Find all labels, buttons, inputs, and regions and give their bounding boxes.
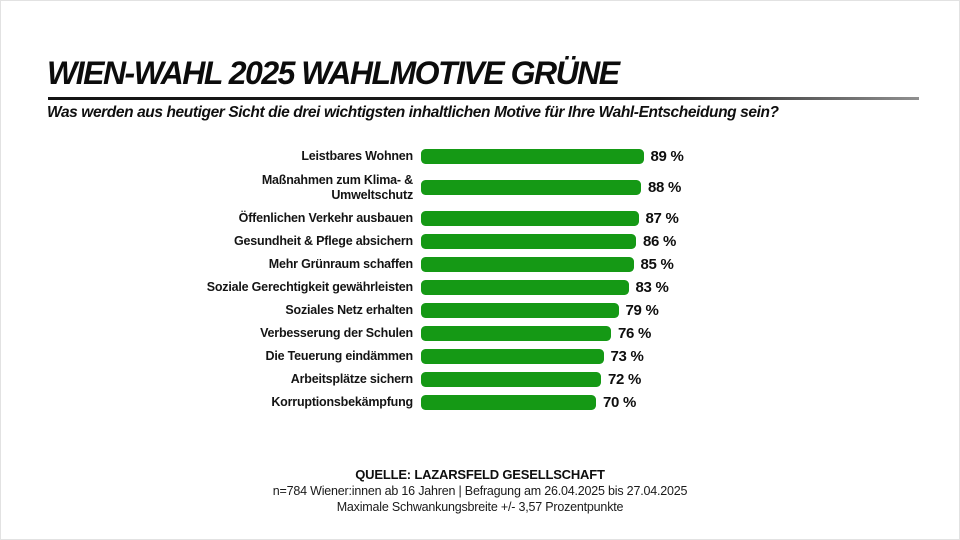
title-divider-line — [48, 97, 919, 100]
bar-row: Maßnahmen zum Klima- & Umweltschutz 88 % — [41, 168, 921, 207]
bar-row: Öffenlichen Verkehr ausbauen 87 % — [41, 207, 921, 230]
category-label: Gesundheit & Pflege absichern — [234, 234, 413, 248]
value-bar — [421, 257, 634, 272]
value-label: 83 % — [635, 279, 669, 296]
value-label: 73 % — [610, 348, 644, 365]
bar-track: 72 % — [413, 371, 641, 388]
value-bar — [421, 349, 604, 364]
category-label: Mehr Grünraum schaffen — [268, 257, 413, 271]
category-label: Korruptionsbekämpfung — [271, 395, 413, 409]
bar-track: 89 % — [413, 148, 684, 165]
bar-track: 83 % — [413, 279, 669, 296]
value-bar — [421, 303, 619, 318]
value-label: 76 % — [618, 325, 651, 342]
source-footer: QUELLE: LAZARSFELD GESELLSCHAFT n=784 Wi… — [1, 467, 959, 515]
category-label: Soziale Gerechtigkeit gewährleisten — [206, 280, 413, 294]
value-bar — [421, 395, 596, 410]
bar-row: Verbesserung der Schulen 76 % — [41, 322, 921, 345]
value-label: 86 % — [643, 233, 676, 250]
value-label: 70 % — [603, 394, 636, 411]
margin-of-error-line: Maximale Schwankungsbreite +/- 3,57 Proz… — [336, 500, 624, 514]
bar-row: Gesundheit & Pflege absichern 86 % — [41, 230, 921, 253]
bar-track: 76 % — [413, 325, 651, 342]
page-title: WIEN-WAHL 2025 WAHLMOTIVE GRÜNE — [47, 55, 620, 91]
bar-row: Mehr Grünraum schaffen 85 % — [41, 253, 921, 276]
value-bar — [421, 280, 629, 295]
value-label: 79 % — [625, 302, 659, 319]
bar-track: 73 % — [413, 348, 644, 365]
bar-track: 79 % — [413, 302, 659, 319]
source-line: QUELLE: LAZARSFELD GESELLSCHAFT — [355, 467, 605, 482]
bar-row: Arbeitsplätze sichern 72 % — [41, 368, 921, 391]
category-label: Soziales Netz erhalten — [285, 303, 413, 317]
value-label: 85 % — [640, 256, 674, 273]
value-label: 72 % — [608, 371, 641, 388]
category-label: Verbesserung der Schulen — [260, 326, 413, 340]
bar-track: 88 % — [413, 179, 681, 196]
category-label: Die Teuerung eindämmen — [265, 349, 414, 363]
value-label: 87 % — [645, 210, 679, 227]
value-bar — [421, 211, 639, 226]
category-label: Arbeitsplätze sichern — [290, 372, 413, 386]
value-label: 89 % — [650, 148, 684, 165]
category-label: Maßnahmen zum Klima- & Umweltschutz — [261, 172, 413, 202]
bar-row: Die Teuerung eindämmen 73 % — [41, 345, 921, 368]
bar-row: Soziale Gerechtigkeit gewährleisten 83 % — [41, 276, 921, 299]
value-label: 88 % — [648, 179, 681, 196]
bar-chart: Leistbares Wohnen 89 % Maßnahmen zum Klima… — [41, 145, 921, 414]
value-bar — [421, 180, 641, 195]
value-bar — [421, 149, 644, 164]
value-bar — [421, 372, 601, 387]
bar-row: Leistbares Wohnen 89 % — [41, 145, 921, 168]
bar-track: 85 % — [413, 256, 674, 273]
bar-row: Soziales Netz erhalten 79 % — [41, 299, 921, 322]
value-bar — [421, 326, 611, 341]
bar-track: 87 % — [413, 210, 679, 227]
sample-info-line: n=784 Wiener:innen ab 16 Jahren | Befrag… — [272, 484, 688, 498]
category-label: Leistbares Wohnen — [301, 149, 413, 163]
bar-row: Korruptionsbekämpfung 70 % — [41, 391, 921, 414]
chart-question-subtitle: Was werden aus heutiger Sicht die drei w… — [47, 104, 779, 121]
bar-track: 86 % — [413, 233, 676, 250]
value-bar — [421, 234, 636, 249]
category-label: Öffenlichen Verkehr ausbauen — [238, 211, 414, 225]
bar-track: 70 % — [413, 394, 636, 411]
